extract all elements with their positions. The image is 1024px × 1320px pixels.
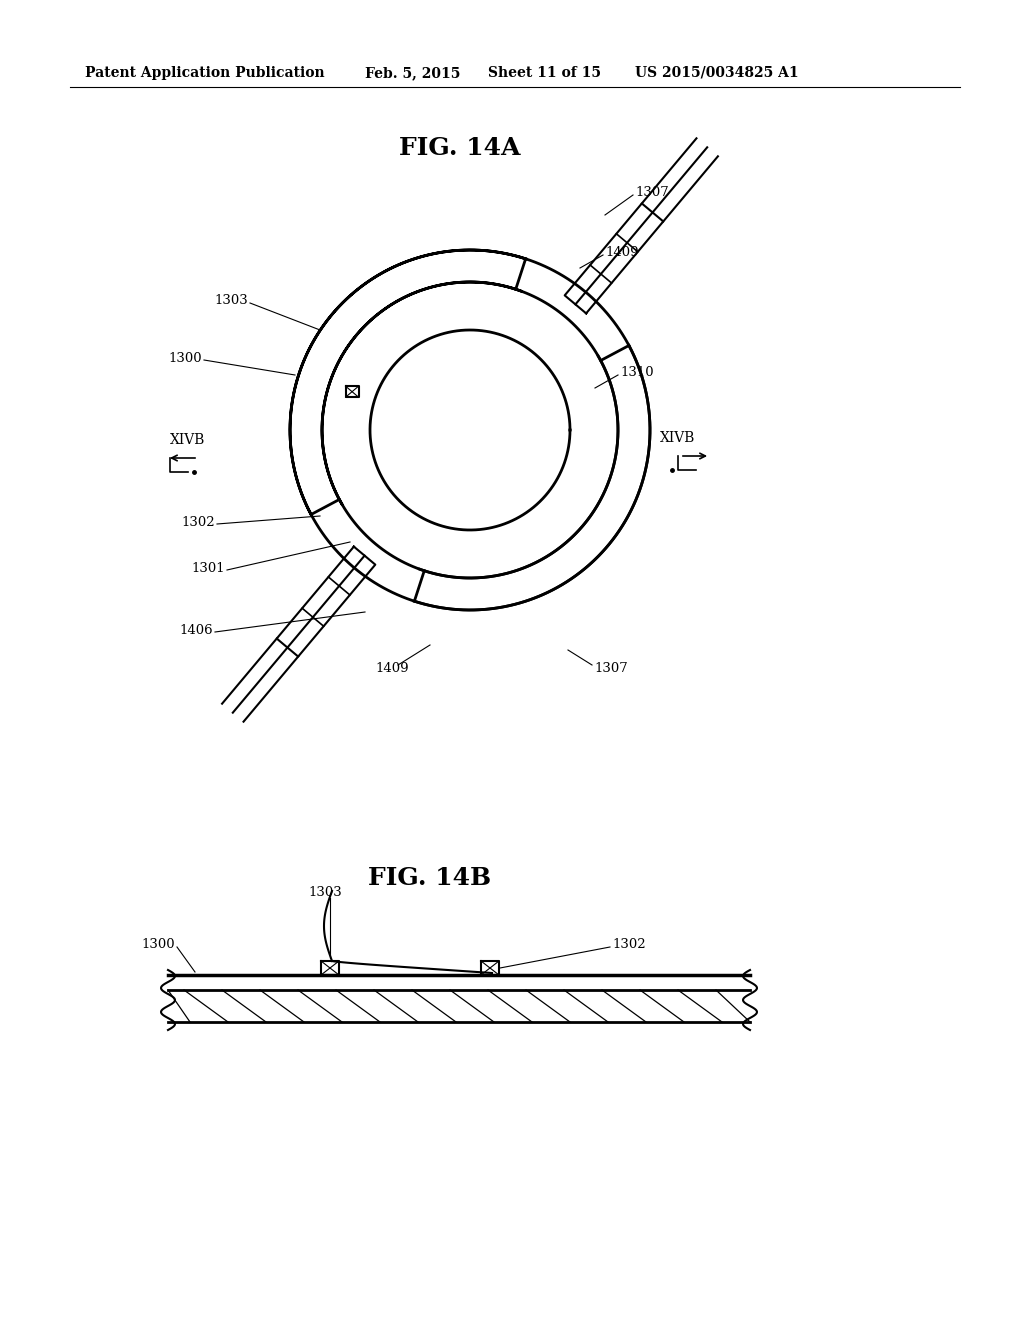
Text: 1302: 1302 (612, 939, 645, 952)
Text: 1300: 1300 (168, 351, 202, 364)
Text: 1307: 1307 (594, 661, 628, 675)
Text: Feb. 5, 2015: Feb. 5, 2015 (365, 66, 461, 81)
Text: FIG. 14B: FIG. 14B (369, 866, 492, 890)
Text: 1406: 1406 (179, 623, 213, 636)
Text: 1409: 1409 (375, 661, 409, 675)
Text: 1307: 1307 (635, 186, 669, 198)
Text: FIG. 14A: FIG. 14A (399, 136, 521, 160)
Text: 1409: 1409 (605, 246, 639, 259)
Text: XIVB: XIVB (660, 432, 695, 445)
Text: 1300: 1300 (141, 939, 175, 952)
Text: XIVB: XIVB (170, 433, 206, 447)
Text: Sheet 11 of 15: Sheet 11 of 15 (488, 66, 601, 81)
Text: Patent Application Publication: Patent Application Publication (85, 66, 325, 81)
Text: 1310: 1310 (620, 367, 653, 380)
Text: 1303: 1303 (214, 293, 248, 306)
Text: 1303: 1303 (308, 887, 342, 899)
Text: US 2015/0034825 A1: US 2015/0034825 A1 (635, 66, 799, 81)
Text: 1301: 1301 (191, 561, 225, 574)
Text: 1302: 1302 (181, 516, 215, 528)
